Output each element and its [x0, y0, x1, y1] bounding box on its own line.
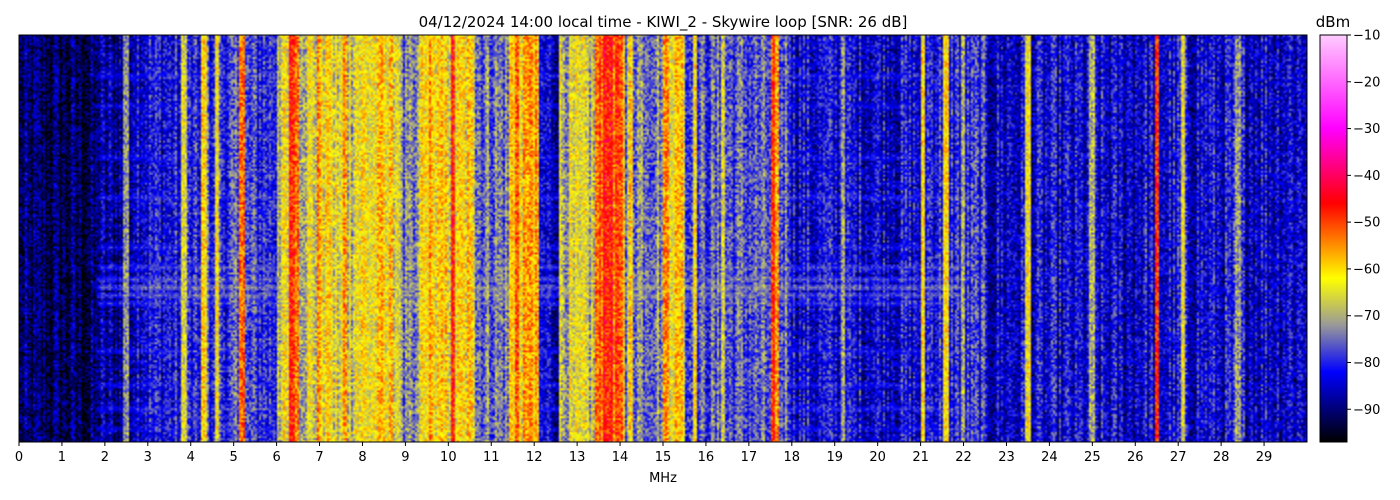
x-tick-label: 13	[569, 450, 586, 465]
colorbar-tick-label: −80	[1353, 356, 1380, 371]
colorbar-tick-label: −10	[1353, 29, 1380, 44]
x-tick-label: 9	[401, 450, 409, 465]
x-tick-label: 10	[440, 450, 457, 465]
x-tick-label: 20	[869, 450, 886, 465]
x-axis: 0 1 2 3 4 5 6 7 8 9 10 11 12 13 14 15 16 17 18 19 20 21 22 23 24…	[15, 442, 1272, 465]
x-tick-label: 0	[15, 450, 23, 465]
colorbar: −10 −20 −30 −40 −50 −60 −70 −80 −90 dBm	[1316, 13, 1380, 443]
x-tick-label: 5	[230, 450, 238, 465]
x-tick-label: 17	[741, 450, 758, 465]
colorbar-tick-label: −70	[1353, 309, 1380, 324]
x-tick-label: 19	[826, 450, 843, 465]
x-tick-label: 21	[912, 450, 929, 465]
x-tick-label: 26	[1127, 450, 1144, 465]
x-tick-label: 12	[526, 450, 543, 465]
colorbar-tick-label: −60	[1353, 262, 1380, 277]
colorbar-tick-label: −20	[1353, 75, 1380, 90]
x-tick-label: 14	[612, 450, 629, 465]
x-tick-label: 29	[1256, 450, 1273, 465]
x-tick-label: 16	[698, 450, 715, 465]
colorbar-label: dBm	[1316, 13, 1350, 31]
x-tick-label: 15	[655, 450, 672, 465]
x-tick-label: 4	[187, 450, 195, 465]
waterfall-plot	[18, 34, 1308, 443]
colorbar-gradient	[1319, 34, 1348, 443]
x-tick-label: 25	[1084, 450, 1101, 465]
x-tick-label: 18	[784, 450, 801, 465]
colorbar-tick-label: −30	[1353, 122, 1380, 137]
x-tick-label: 27	[1170, 450, 1187, 465]
x-tick-label: 7	[315, 450, 323, 465]
x-tick-label: 8	[358, 450, 366, 465]
x-tick-label: 22	[955, 450, 972, 465]
x-tick-label: 3	[144, 450, 152, 465]
colorbar-ticks: −10 −20 −30 −40 −50 −60 −70 −80 −90	[1347, 29, 1380, 418]
waterfall-heatmap	[19, 35, 1307, 442]
x-axis-label: MHz	[649, 471, 677, 486]
colorbar-tick-label: −90	[1353, 403, 1380, 418]
x-tick-label: 23	[998, 450, 1015, 465]
colorbar-tick-label: −40	[1353, 169, 1380, 184]
x-tick-label: 2	[101, 450, 109, 465]
x-tick-label: 24	[1041, 450, 1058, 465]
x-tick-label: 11	[483, 450, 500, 465]
colorbar-tick-label: −50	[1353, 216, 1380, 231]
x-tick-label: 28	[1213, 450, 1230, 465]
chart-title: 04/12/2024 14:00 local time - KIWI_2 - S…	[419, 13, 908, 32]
x-tick-label: 1	[58, 450, 66, 465]
x-tick-label: 6	[272, 450, 280, 465]
